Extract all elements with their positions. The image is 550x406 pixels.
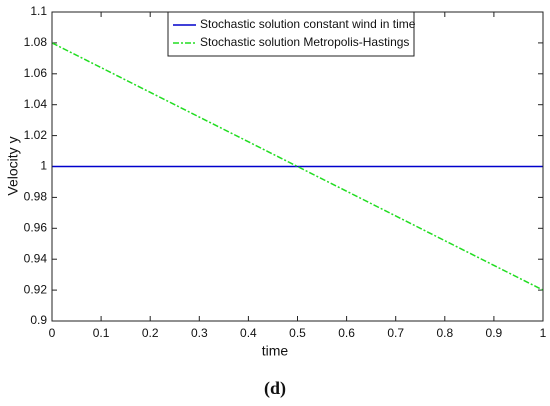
- y-tick-label: 1: [40, 159, 47, 173]
- legend-label: Stochastic solution constant wind in tim…: [200, 17, 416, 31]
- x-tick-label: 0: [49, 326, 56, 340]
- legend-label: Stochastic solution Metropolis-Hastings: [200, 35, 409, 49]
- x-axis-label: time: [262, 343, 289, 359]
- y-tick-label: 0.9: [30, 313, 47, 327]
- x-tick-label: 0.2: [142, 326, 159, 340]
- y-tick-label: 0.96: [24, 220, 48, 234]
- x-tick-label: 0.5: [289, 326, 306, 340]
- caption: (d): [264, 378, 286, 399]
- x-tick-label: 0.6: [338, 326, 355, 340]
- x-tick-label: 1: [540, 326, 547, 340]
- y-axis-label: Velocity y: [5, 136, 21, 195]
- x-tick-label: 0.4: [240, 326, 257, 340]
- y-tick-label: 1.06: [24, 66, 48, 80]
- y-tick-label: 1.1: [30, 4, 47, 18]
- legend-box: [167, 11, 415, 57]
- y-tick-label: 0.98: [24, 190, 48, 204]
- x-tick-label: 0.1: [93, 326, 110, 340]
- y-tick-label: 1.02: [24, 128, 48, 142]
- x-tick-label: 0.3: [191, 326, 208, 340]
- x-tick-label: 0.8: [436, 326, 453, 340]
- x-tick-label: 0.7: [387, 326, 404, 340]
- y-tick-label: 1.08: [24, 35, 48, 49]
- y-tick-label: 0.94: [24, 251, 48, 265]
- line: [51, 42, 544, 291]
- x-tick-label: 0.9: [486, 326, 503, 340]
- y-tick-label: 1.04: [24, 97, 48, 111]
- y-tick-label: 0.92: [24, 282, 48, 296]
